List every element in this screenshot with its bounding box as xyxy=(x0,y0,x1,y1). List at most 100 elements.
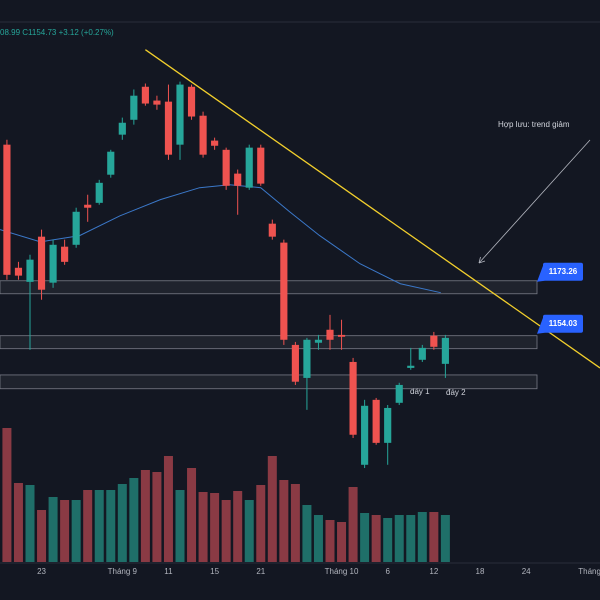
x-tick-label: Tháng 10 xyxy=(325,567,359,576)
candle-body xyxy=(95,182,103,203)
candle-body xyxy=(187,86,196,117)
candle-body xyxy=(349,361,357,435)
price-label-box xyxy=(537,314,583,334)
candle-body xyxy=(280,242,288,340)
volume-bar xyxy=(256,485,266,562)
annotation: đáy 2 xyxy=(446,388,466,397)
price-label: 1173.26 xyxy=(549,267,578,276)
candle-body xyxy=(257,147,265,184)
price-label: 1154.03 xyxy=(549,319,578,328)
x-tick-label: 15 xyxy=(210,567,219,576)
volume-bar xyxy=(348,487,358,562)
volume-bar xyxy=(221,500,231,562)
candle-body xyxy=(130,95,138,120)
candle-body xyxy=(153,100,161,105)
price-label-box xyxy=(537,262,583,282)
volume-bar xyxy=(244,500,254,562)
annotation-arrow xyxy=(478,139,591,264)
candle-body xyxy=(26,259,34,282)
volume-bar xyxy=(440,515,450,562)
volume-bar xyxy=(371,515,381,562)
volume-bar xyxy=(406,515,416,562)
x-tick-label: 21 xyxy=(256,567,265,576)
candle-body xyxy=(61,246,69,262)
volume-bar xyxy=(117,484,127,562)
volume-bar xyxy=(233,491,243,562)
x-tick-label: 23 xyxy=(37,567,46,576)
volume-bar xyxy=(13,483,23,562)
volume-bar xyxy=(25,485,35,562)
candle-body xyxy=(407,365,415,368)
volume-bar xyxy=(60,500,70,562)
x-tick-label: 18 xyxy=(476,567,485,576)
volume-bar xyxy=(152,472,162,562)
volume-bar xyxy=(83,490,93,562)
candle-body xyxy=(361,405,369,465)
x-tick-label: 24 xyxy=(522,567,531,576)
candle-body xyxy=(395,384,403,403)
volume-bar xyxy=(48,497,58,562)
volume-bar xyxy=(175,490,185,562)
volume-bar xyxy=(394,515,404,562)
candle-body xyxy=(303,339,311,378)
candle-body xyxy=(84,204,92,208)
candle-body xyxy=(430,335,438,347)
volume-bar xyxy=(37,510,47,562)
zone xyxy=(0,374,538,390)
candle-body xyxy=(384,407,392,443)
volume-bar xyxy=(302,505,312,562)
candle-body xyxy=(118,122,126,135)
candle-body xyxy=(141,86,149,104)
candle-body xyxy=(314,339,323,343)
volume-bar xyxy=(140,470,150,562)
arrow-head xyxy=(478,256,486,264)
volume-bar xyxy=(2,428,12,562)
volume-bar xyxy=(279,480,289,562)
volume-bar xyxy=(187,468,197,562)
x-tick-label: 12 xyxy=(429,567,438,576)
candle-body xyxy=(107,151,115,175)
candle-body xyxy=(49,244,57,283)
x-tick-label: 11 xyxy=(164,567,173,576)
trend-line xyxy=(145,49,600,369)
candle-body xyxy=(72,211,80,245)
candle-body xyxy=(164,101,173,155)
volume-bar xyxy=(325,520,335,562)
annotation: đáy 1 xyxy=(410,387,430,396)
candle-body xyxy=(245,147,253,188)
candle-body xyxy=(222,149,230,186)
volume-bar xyxy=(163,456,173,562)
volume-bar xyxy=(429,512,439,562)
zone xyxy=(0,335,538,350)
candle-body xyxy=(234,173,242,186)
annotation: Hợp lưu: trend giảm xyxy=(498,120,570,129)
x-tick-label: Tháng xyxy=(578,567,600,576)
candle-body xyxy=(3,144,11,275)
candle-body xyxy=(199,115,207,155)
volume-bar xyxy=(383,518,393,562)
candle-body xyxy=(418,347,426,360)
volume-bar xyxy=(267,456,277,562)
volume-bar xyxy=(129,478,139,562)
status-text: 08.99 C1154.73 +3.12 (+0.27%) xyxy=(0,28,114,37)
candle-body xyxy=(176,84,184,145)
volume-bar xyxy=(360,513,370,562)
volume-bar xyxy=(198,492,208,562)
candle-body xyxy=(268,223,276,237)
volume-bar xyxy=(290,484,300,562)
candle-body xyxy=(326,329,334,340)
volume-bar xyxy=(313,515,323,562)
volume-bar xyxy=(94,490,104,562)
candle-body xyxy=(211,140,219,146)
volume-bar xyxy=(417,512,427,562)
volume-bar xyxy=(71,500,81,562)
candle-body xyxy=(291,344,299,382)
zone xyxy=(0,280,538,295)
x-tick-label: 6 xyxy=(385,567,390,576)
candle-body xyxy=(372,399,380,443)
x-tick-label: Tháng 9 xyxy=(108,567,138,576)
volume-bar xyxy=(106,490,116,562)
candle-body xyxy=(14,267,23,276)
candle-body xyxy=(441,337,449,364)
